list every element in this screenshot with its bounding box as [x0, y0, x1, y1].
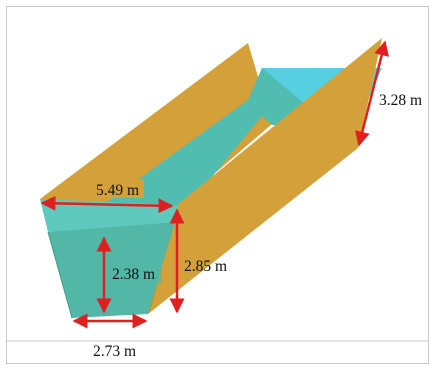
- figure-frame: [6, 6, 429, 364]
- top-width-label: 5.49 m: [96, 182, 139, 199]
- water-surface: [52, 68, 330, 232]
- top-width-arrow: [40, 195, 174, 214]
- water-depth-label-bg: [110, 264, 162, 284]
- slant-height-label: 3.28 m: [379, 92, 422, 109]
- wall-edge-line: [47, 231, 73, 319]
- water-depth-label: 2.38 m: [112, 266, 155, 283]
- top-width-label-bg: [94, 180, 144, 198]
- bottom-width-label: 2.73 m: [93, 343, 136, 360]
- right-wall: [148, 38, 382, 314]
- wall-height-label: 2.85 m: [184, 258, 227, 275]
- slant-height-arrow: [355, 40, 389, 147]
